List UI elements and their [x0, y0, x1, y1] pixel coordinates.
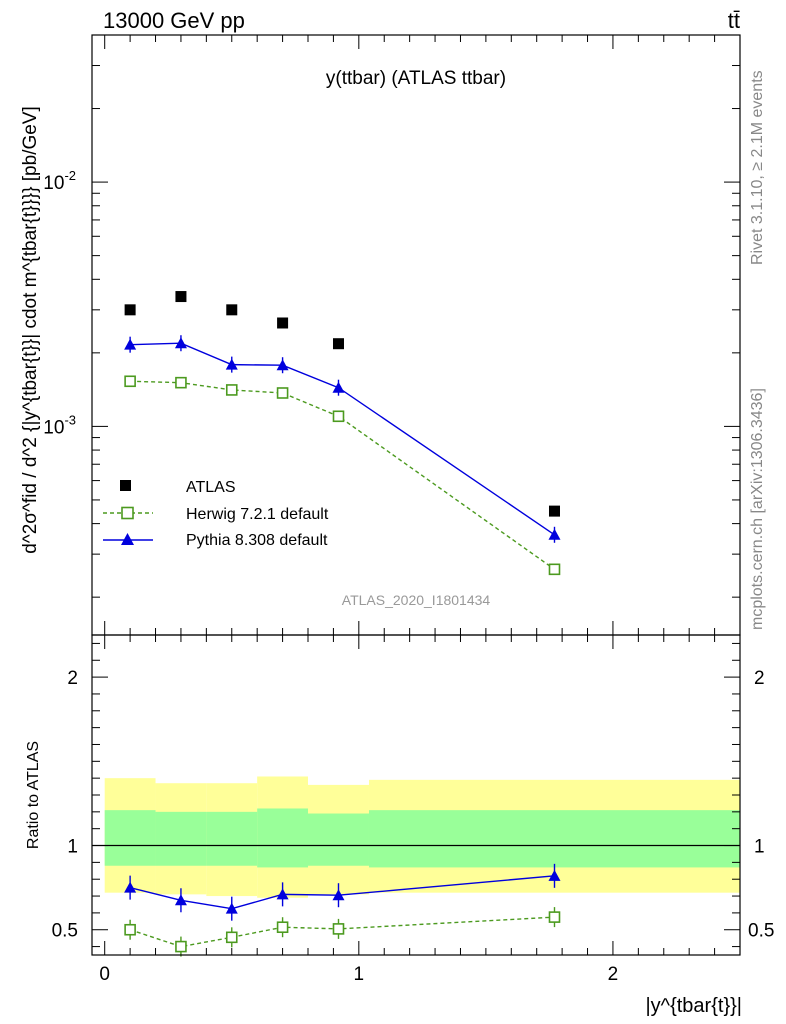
xtick-label: 0 [99, 964, 110, 985]
ratio-ytick-label-right: 2 [754, 668, 765, 689]
herwig-point [276, 387, 289, 399]
atlas-data-point [548, 505, 560, 517]
legend-herwig-label: Herwig 7.2.1 default [186, 506, 329, 523]
ratio-pythia-point [332, 889, 345, 901]
atlas-data-point [124, 304, 136, 316]
ratio-inner-band [368, 810, 740, 868]
ratio-inner-band [155, 811, 207, 866]
legend-atlas-marker [120, 480, 131, 491]
pythia-point [124, 338, 137, 350]
atlas-data-point [226, 304, 238, 316]
herwig-point [548, 563, 561, 576]
ratio-data-marks [124, 863, 561, 957]
legend-atlas-label: ATLAS [186, 479, 236, 496]
ratio-pythia-point [548, 869, 561, 881]
legend-pythia-label: Pythia 8.308 default [186, 532, 328, 549]
ratio-ytick-label-right: 0.5 [748, 921, 774, 942]
atlas-data-point [332, 338, 344, 350]
ratio-pythia-line [129, 875, 555, 910]
ratio-ytick-label-left: 1 [67, 837, 78, 858]
legend-pythia-marker [121, 533, 134, 545]
pythia-point [174, 337, 187, 349]
xtick-label: 1 [354, 964, 365, 985]
xtick-label: 2 [608, 964, 619, 985]
herwig-point [124, 375, 136, 388]
energy-label: 13000 GeV pp [103, 8, 245, 33]
herwig-point [175, 376, 187, 389]
herwig-point [225, 384, 238, 396]
ratio-inner-band [206, 811, 258, 866]
pythia-line [130, 342, 555, 536]
ratio-ytick-label-right: 1 [754, 837, 765, 858]
ratio-y-axis-label: Ratio to ATLAS [25, 741, 42, 849]
ratio-ytick-label-left: 0.5 [52, 921, 78, 942]
ratio-herwig-point [332, 923, 345, 935]
main-ytick-label: 10-3 [43, 412, 76, 438]
legend: ATLAS Herwig 7.2.1 default Pythia 8.308 … [103, 479, 329, 549]
ratio-pythia-point [225, 902, 238, 914]
ratio-axis-ticks [92, 635, 740, 955]
legend-herwig-marker [121, 506, 134, 520]
ratio-uncertainty-bands [104, 776, 740, 898]
analysis-watermark: ATLAS_2020_I1801434 [342, 592, 491, 608]
main-y-axis-label: d^2σ^fid / d^2 {|y^{tbar{t}}| cdot m^{tb… [20, 106, 41, 554]
ratio-panel [91, 634, 741, 957]
ratio-herwig-point [276, 921, 289, 934]
rivet-version-label: Rivet 3.1.10, ≥ 2.1M events [749, 70, 766, 265]
main-data-marks [124, 291, 561, 576]
x-axis-label: |y^{tbar{t}}| [645, 995, 742, 1017]
ratio-herwig-line [129, 916, 555, 948]
pythia-point [225, 358, 238, 370]
atlas-data-point [277, 317, 289, 329]
pythia-point [276, 359, 289, 371]
ratio-herwig-point [225, 931, 238, 944]
process-label: tt̄ [728, 8, 740, 33]
ratio-herwig-point [548, 911, 561, 923]
ratio-herwig-point [175, 940, 187, 953]
ratio-pythia-point [276, 888, 289, 900]
ratio-herwig-point [124, 923, 136, 936]
main-axis-ticks [92, 34, 740, 635]
ratio-frame [91, 634, 741, 956]
ratio-inner-band [308, 813, 369, 866]
main-ytick-labels: 10-2 10-3 [43, 168, 76, 438]
main-ytick-label: 10-2 [43, 168, 76, 194]
main-title: y(ttbar) (ATLAS ttbar) [326, 68, 506, 89]
herwig-line [130, 380, 555, 570]
ratio-pythia-point [174, 894, 187, 906]
atlas-data-point [175, 291, 187, 303]
ratio-inner-band [104, 810, 156, 866]
pythia-point [548, 528, 561, 540]
pythia-point [332, 381, 345, 393]
mcplots-label: mcplots.cern.ch [arXiv:1306.3436] [749, 388, 766, 630]
herwig-point [332, 410, 345, 423]
ratio-pythia-point [124, 881, 137, 893]
ratio-ytick-label-left: 2 [67, 668, 78, 689]
ratio-ytick-labels: 0.5 1 2 0.5 1 2 [52, 668, 775, 942]
ratio-inner-band [257, 808, 308, 868]
ratio-xtick-labels: 0 1 2 [99, 964, 618, 985]
